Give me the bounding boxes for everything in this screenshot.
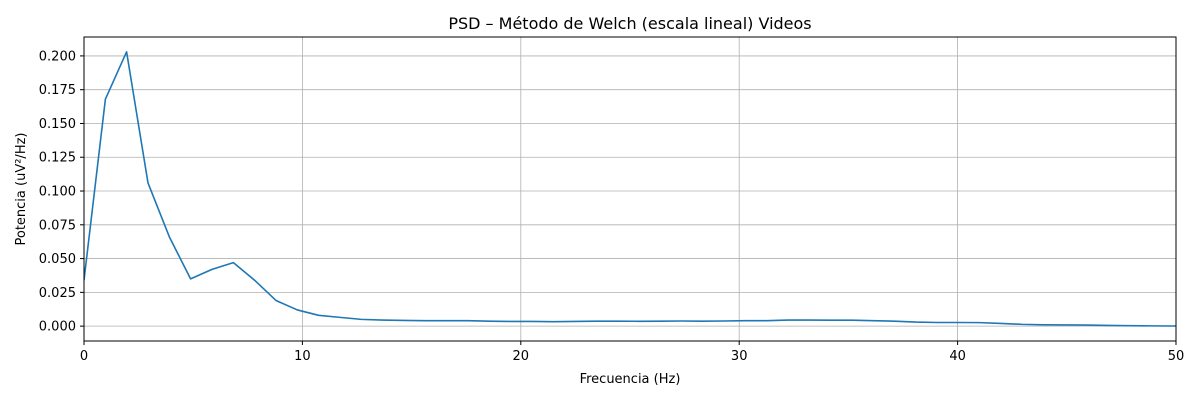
y-tick-label: 0.050	[39, 252, 76, 267]
series-layer	[84, 51, 1176, 327]
x-tick-label: 0	[80, 349, 88, 364]
x-tick-label: 30	[731, 349, 748, 364]
y-tick-label: 0.175	[39, 83, 76, 98]
y-axis-label: Potencia (uV²/Hz)	[14, 133, 29, 246]
y-tick-label: 0.000	[39, 320, 76, 335]
y-tick-label: 0.100	[39, 185, 76, 200]
plot-frame	[83, 36, 1177, 342]
y-axis-ticks: 0.000 0.025 0.050 0.075 0.100 0.125 0.150 0.175…	[39, 49, 84, 335]
y-tick-label: 0.125	[39, 151, 76, 166]
x-axis-label: Frecuencia (Hz)	[580, 372, 681, 387]
y-tick-label: 0.025	[39, 286, 76, 301]
x-tick-label: 20	[513, 349, 530, 364]
x-tick-label: 50	[1168, 349, 1185, 364]
x-tick-label: 40	[949, 349, 966, 364]
x-axis-ticks: 0 10 20 30 40 50	[80, 341, 1184, 364]
psd-series-line	[84, 51, 1176, 327]
chart-title: PSD – Método de Welch (escala lineal) Vi…	[448, 14, 811, 33]
y-tick-label: 0.150	[39, 117, 76, 132]
y-tick-label: 0.075	[39, 218, 76, 233]
y-tick-label: 0.200	[39, 49, 76, 64]
x-tick-label: 10	[294, 349, 311, 364]
